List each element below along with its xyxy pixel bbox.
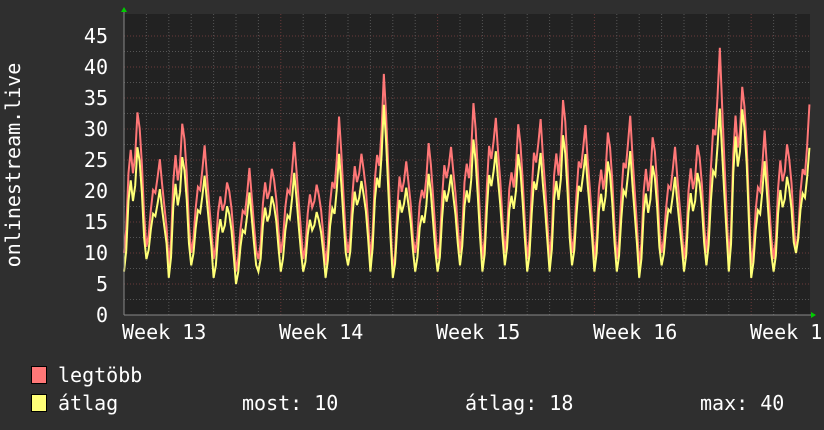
stat-max: max: 40 — [700, 391, 785, 415]
x-tick-label: Week 1 — [750, 320, 822, 344]
y-tick-label: 45 — [84, 24, 108, 48]
y-axis-arrow — [121, 7, 127, 12]
x-tick-label: Week 13 — [122, 320, 206, 344]
x-tick-label: Week 15 — [436, 320, 520, 344]
x-tick-label: Week 14 — [279, 320, 363, 344]
y-tick-label: 5 — [96, 272, 108, 296]
x-axis-arrow — [811, 312, 816, 318]
y-axis-label: onlinestream.live — [1, 63, 25, 268]
y-tick-label: 15 — [84, 210, 108, 234]
y-tick-label: 25 — [84, 148, 108, 172]
y-tick-label: 35 — [84, 86, 108, 110]
legend-label-atlag: átlag — [58, 391, 119, 415]
legend-swatch-atlag — [31, 394, 47, 412]
stat-atlag: átlag: 18 — [465, 391, 574, 415]
y-tick-label: 40 — [84, 55, 108, 79]
y-tick-label: 10 — [84, 241, 108, 265]
x-tick-label: Week 16 — [593, 320, 677, 344]
y-tick-label: 30 — [84, 117, 108, 141]
series-line-1 — [123, 104, 811, 285]
legend-swatch-legtobb — [31, 366, 47, 384]
series-line-0 — [123, 47, 811, 272]
stat-most: most: 10 — [242, 391, 339, 415]
legend-label-legtobb: legtöbb — [58, 363, 143, 387]
y-tick-label: 0 — [96, 303, 108, 327]
y-tick-label: 20 — [84, 179, 108, 203]
